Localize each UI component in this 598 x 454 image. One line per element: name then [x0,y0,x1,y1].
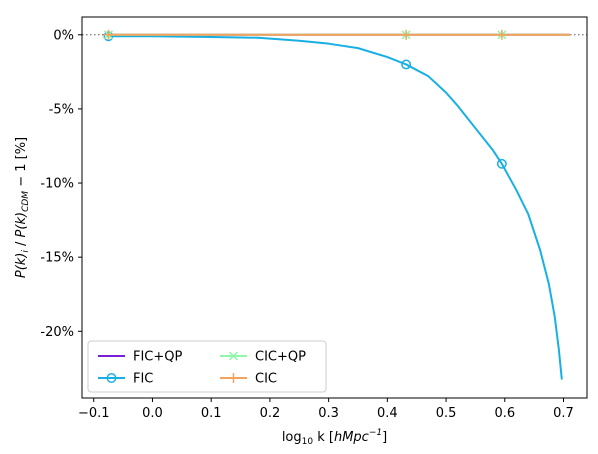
plus-marker [228,373,239,383]
legend-box [87,340,327,393]
legend-item: CIC+QP [220,350,306,365]
circle-marker [496,158,507,169]
series-fic [103,31,563,380]
plus-marker [103,29,114,40]
x-marker [228,351,239,361]
x-marker-stroke [228,351,239,361]
y-tick-label: 0% [53,28,74,43]
x-tick-label: −0.1 [78,406,110,421]
y-tick-label: -20% [40,325,74,340]
x-tick-label: 0.1 [201,406,222,421]
legend-label: FIC+QP [133,350,183,365]
y-tick-label: -15% [40,251,74,266]
legend-label: CIC [255,372,277,387]
legend-label: FIC [133,372,153,387]
x-tick-label: 0.6 [494,406,515,421]
x-axis-label: log10 k [hMpc−1] [282,428,387,447]
circle-marker [401,59,412,70]
legend-item: FIC [98,372,153,387]
y-tick-label: -5% [49,102,74,117]
legend-item: CIC [220,372,277,387]
series-line-fic [107,35,563,380]
x-tick-label: 0.0 [142,406,163,421]
legend-item: FIC+QP [98,350,183,365]
circle-marker [106,373,117,383]
x-tick-label: 0.3 [318,406,339,421]
legend-label: CIC+QP [255,350,306,365]
y-axis-label: P(k)i / P(k)CDM − 1 [%] [14,137,31,278]
y-tick-label: -10% [40,177,74,192]
x-tick-label: 0.2 [260,406,281,421]
plus-marker [496,29,507,40]
x-tick-label: 0.7 [553,406,574,421]
x-tick-label: 0.4 [377,406,398,421]
plus-marker [401,29,412,40]
plot-frame [81,16,588,399]
series-cic [103,29,571,40]
x-tick-label: 0.5 [436,406,457,421]
